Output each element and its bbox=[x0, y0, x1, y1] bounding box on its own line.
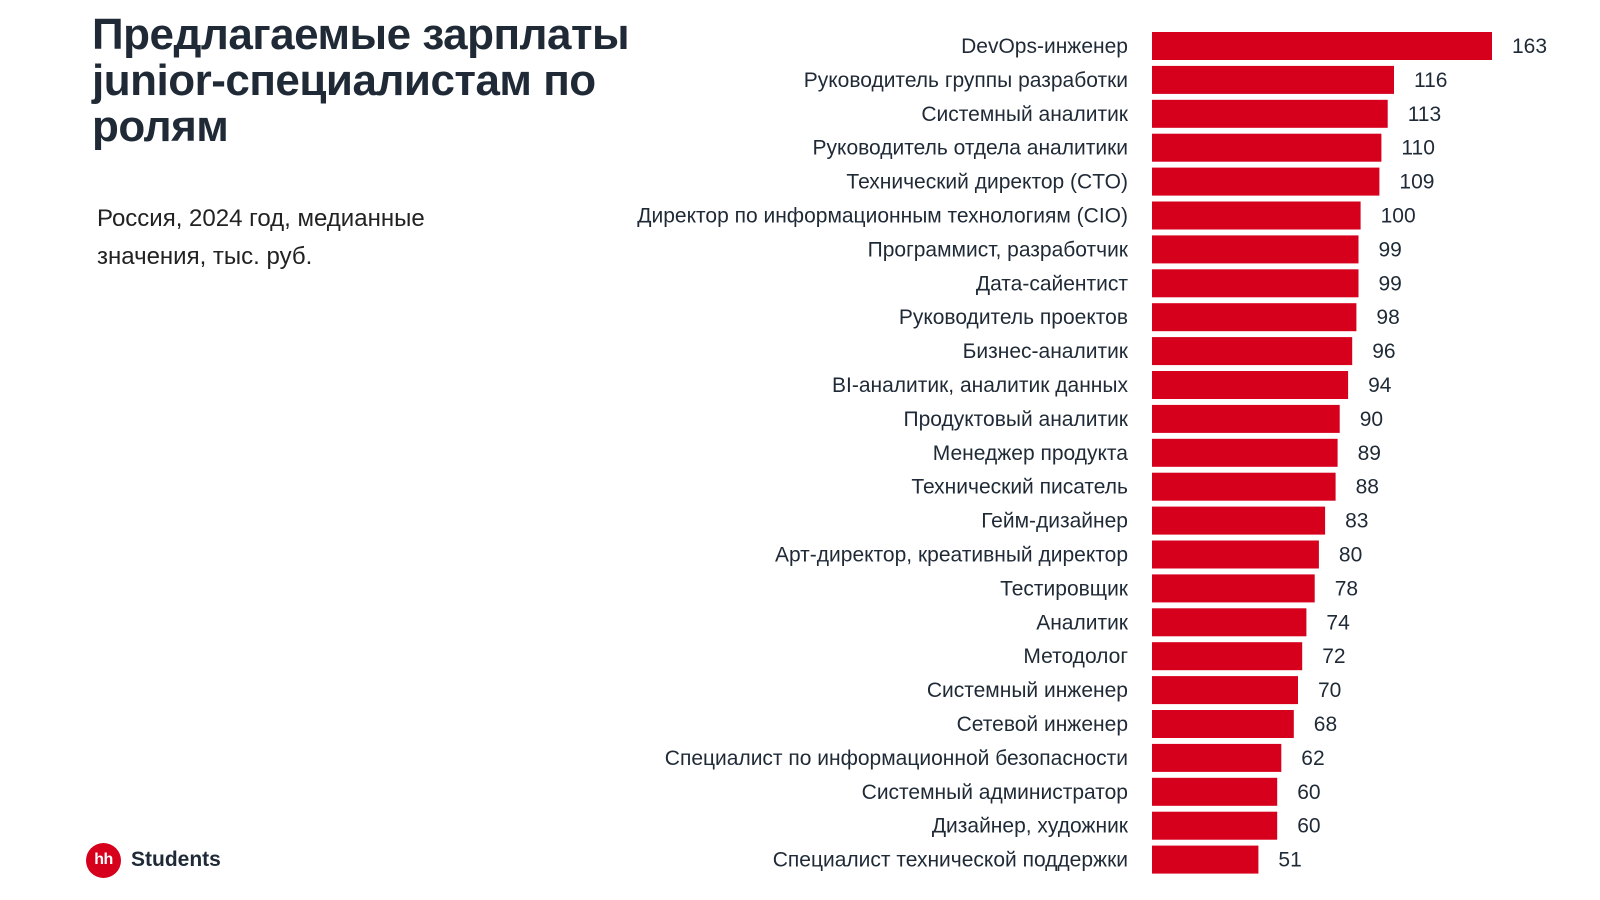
category-label: Гейм-дизайнер bbox=[981, 510, 1128, 533]
bar bbox=[1152, 99, 1388, 128]
category-label: Руководитель проектов bbox=[899, 306, 1128, 329]
category-label: Специалист по информационной безопасност… bbox=[665, 747, 1128, 770]
category-label: Директор по информационным технологиям (… bbox=[637, 205, 1128, 228]
data-label: 62 bbox=[1301, 747, 1324, 770]
category-label: Технический писатель bbox=[911, 476, 1128, 499]
category-label: Бизнес-аналитик bbox=[963, 340, 1129, 363]
data-label: 116 bbox=[1414, 69, 1447, 92]
data-label: 113 bbox=[1408, 103, 1441, 126]
bar bbox=[1152, 506, 1326, 535]
bar bbox=[1152, 777, 1278, 806]
bar bbox=[1152, 845, 1259, 874]
category-label: Системный аналитик bbox=[921, 103, 1128, 126]
data-label: 96 bbox=[1372, 340, 1395, 363]
data-label: 60 bbox=[1297, 781, 1320, 804]
data-label: 80 bbox=[1339, 544, 1362, 567]
category-label: Программист, разработчик bbox=[868, 238, 1129, 261]
category-label: Менеджер продукта bbox=[933, 442, 1129, 465]
data-label: 109 bbox=[1399, 171, 1434, 194]
category-label: Руководитель отдела аналитики bbox=[813, 137, 1128, 160]
bar bbox=[1152, 540, 1319, 569]
bar bbox=[1152, 438, 1338, 467]
data-label: 163 bbox=[1512, 35, 1547, 58]
data-label: 60 bbox=[1297, 815, 1320, 838]
bar bbox=[1152, 642, 1303, 671]
data-label: 90 bbox=[1360, 408, 1383, 431]
category-label: Тестировщик bbox=[1000, 577, 1129, 600]
data-label: 98 bbox=[1376, 306, 1399, 329]
hh-logo-icon: hh bbox=[86, 842, 121, 878]
category-label: Специалист технической поддержки bbox=[773, 849, 1128, 872]
category-label: Дизайнер, художник bbox=[932, 815, 1129, 838]
bar bbox=[1152, 201, 1361, 230]
category-label: Методолог bbox=[1023, 645, 1128, 668]
data-label: 78 bbox=[1335, 577, 1358, 600]
data-label: 68 bbox=[1314, 713, 1337, 736]
category-label: Дата-сайентист bbox=[976, 272, 1129, 295]
data-label: 51 bbox=[1278, 849, 1301, 872]
data-label: 70 bbox=[1318, 679, 1341, 702]
category-label: BI-аналитик, аналитик данных bbox=[832, 374, 1129, 397]
data-label: 99 bbox=[1379, 272, 1402, 295]
bar bbox=[1152, 167, 1380, 196]
bar bbox=[1152, 811, 1278, 840]
bar bbox=[1152, 608, 1307, 637]
logo-text: Students bbox=[131, 848, 221, 871]
category-label: Системный инженер bbox=[927, 679, 1128, 702]
data-label: 74 bbox=[1326, 611, 1350, 634]
bar bbox=[1152, 337, 1353, 366]
bar bbox=[1152, 303, 1357, 332]
chart-subtitle: Россия, 2024 год, медианные значения, ты… bbox=[97, 205, 425, 270]
category-label: Системный администратор bbox=[862, 781, 1128, 804]
category-label: DevOps-инженер bbox=[961, 35, 1128, 58]
bar bbox=[1152, 235, 1359, 264]
bar bbox=[1152, 269, 1359, 298]
category-label: Арт-директор, креативный директор bbox=[775, 544, 1128, 567]
category-label: Аналитик bbox=[1036, 611, 1129, 634]
chart-title: Предлагаемые зарплаты junior-специалиста… bbox=[92, 10, 630, 151]
data-label: 100 bbox=[1381, 205, 1416, 228]
category-label: Технический директор (CTO) bbox=[846, 171, 1128, 194]
category-label: Продуктовый аналитик bbox=[903, 408, 1128, 431]
bar bbox=[1152, 371, 1349, 399]
bar bbox=[1152, 743, 1282, 772]
category-label: Сетевой инженер bbox=[957, 713, 1128, 736]
data-label: 83 bbox=[1345, 510, 1368, 533]
data-label: 89 bbox=[1358, 442, 1381, 465]
bar bbox=[1152, 404, 1340, 433]
bar bbox=[1152, 133, 1382, 162]
bar bbox=[1152, 65, 1394, 94]
bar bbox=[1152, 676, 1298, 705]
data-label: 99 bbox=[1379, 238, 1402, 261]
data-label: 94 bbox=[1368, 374, 1392, 397]
bar bbox=[1152, 472, 1336, 501]
category-label: Руководитель группы разработки bbox=[804, 69, 1128, 92]
data-label: 72 bbox=[1322, 645, 1345, 668]
data-label: 88 bbox=[1356, 476, 1379, 499]
bar bbox=[1152, 32, 1492, 60]
bar bbox=[1152, 710, 1294, 738]
hh-students-logo: hh Students bbox=[86, 842, 221, 878]
bar bbox=[1152, 574, 1315, 603]
data-label: 110 bbox=[1401, 137, 1434, 160]
